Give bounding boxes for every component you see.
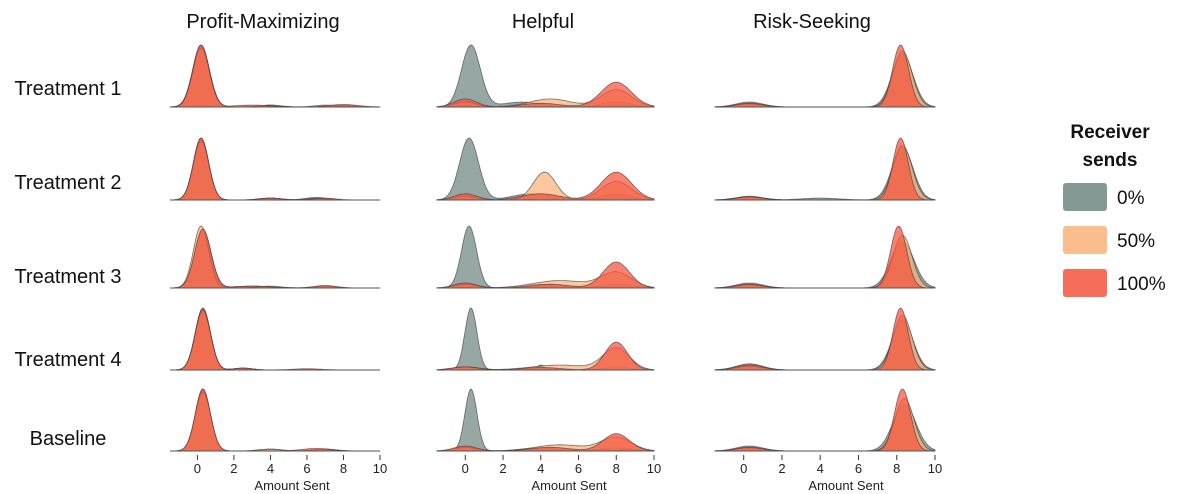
density-area-100pct <box>170 388 380 452</box>
x-tick-label: 4 <box>817 461 824 476</box>
legend-swatch-50pct <box>1063 226 1107 254</box>
density-area-100pct <box>436 433 655 452</box>
density-area-100pct <box>714 137 935 201</box>
density-area-100pct <box>436 261 655 289</box>
density-area-100pct <box>714 307 935 371</box>
panel-profit-maximizing-treatment-3 <box>170 225 380 289</box>
legend-swatch-100pct <box>1063 269 1107 297</box>
legend-entries: 0% 50% 100% <box>1063 183 1166 297</box>
x-tick-label: 10 <box>647 461 661 476</box>
row-label-baseline: Baseline <box>30 428 107 450</box>
x-axes: Amount Sent Amount Sent Amount Sent 0 2 4 6… <box>194 455 942 493</box>
panel-risk-seeking-treatment-4 <box>714 307 936 371</box>
x-axis-title-helpful: Amount Sent <box>531 478 607 493</box>
x-tick-label: 2 <box>499 461 506 476</box>
panel-helpful-baseline <box>436 388 655 452</box>
density-area-100pct <box>714 225 935 289</box>
row-labels: Treatment 1 Treatment 2 Treatment 3 Trea… <box>14 78 121 450</box>
x-tick-label: 6 <box>575 461 582 476</box>
panel-profit-maximizing-treatment-4 <box>170 307 380 371</box>
x-tick-label: 2 <box>230 461 237 476</box>
panel-risk-seeking-baseline <box>714 388 936 452</box>
density-area-100pct <box>436 341 655 371</box>
x-tick-label: 0 <box>740 461 747 476</box>
legend-swatch-0pct <box>1063 183 1107 211</box>
panel-profit-maximizing-treatment-1 <box>169 44 381 108</box>
x-tick-label: 4 <box>267 461 274 476</box>
x-tick-label: 0 <box>462 461 469 476</box>
x-axis-title-risk-seeking: Amount Sent <box>808 478 884 493</box>
density-area-100pct <box>714 388 935 452</box>
density-area-100pct <box>170 228 380 289</box>
density-area-100pct <box>436 171 655 201</box>
x-tick-label: 2 <box>778 461 785 476</box>
legend-title-line-1: Receiver <box>1070 122 1150 143</box>
density-area-100pct <box>170 137 380 201</box>
density-area-100pct <box>170 308 380 371</box>
legend-label-0pct: 0% <box>1117 188 1145 209</box>
panel-helpful-treatment-4 <box>436 307 655 371</box>
row-label-treatment-2: Treatment 2 <box>14 172 121 194</box>
x-tick-label: 8 <box>613 461 620 476</box>
x-axis-title-profit-maximizing: Amount Sent <box>254 478 330 493</box>
column-title-risk-seeking: Risk-Seeking <box>753 11 871 33</box>
panel-helpful-treatment-1 <box>436 44 655 108</box>
panel-risk-seeking-treatment-2 <box>714 137 936 201</box>
column-title-profit-maximizing: Profit-Maximizing <box>186 11 339 33</box>
row-label-treatment-4: Treatment 4 <box>14 349 121 371</box>
legend-label-50pct: 50% <box>1117 231 1155 252</box>
row-label-treatment-1: Treatment 1 <box>14 78 121 100</box>
row-label-treatment-3: Treatment 3 <box>14 266 121 288</box>
density-area-100pct <box>714 44 935 108</box>
legend-label-100pct: 100% <box>1117 274 1166 295</box>
panel-helpful-treatment-2 <box>436 137 655 201</box>
x-tick-label: 10 <box>373 461 387 476</box>
x-tick-label: 6 <box>855 461 862 476</box>
column-title-helpful: Helpful <box>512 11 574 33</box>
panel-profit-maximizing-baseline <box>170 388 380 452</box>
x-tick-label: 4 <box>537 461 544 476</box>
legend: Receiver sends 0% 50% 100% <box>1063 122 1166 297</box>
legend-title-line-2: sends <box>1083 150 1138 171</box>
x-tick-label: 6 <box>303 461 310 476</box>
panel-risk-seeking-treatment-1 <box>714 44 936 108</box>
density-panels <box>169 44 936 452</box>
x-tick-label: 8 <box>340 461 347 476</box>
panel-profit-maximizing-treatment-2 <box>170 137 380 201</box>
density-area-100pct <box>436 81 655 108</box>
density-area-100pct <box>169 44 381 108</box>
panel-helpful-treatment-3 <box>436 225 655 289</box>
x-tick-label: 10 <box>928 461 942 476</box>
panel-risk-seeking-treatment-3 <box>714 225 936 289</box>
column-titles: Profit-Maximizing Helpful Risk-Seeking <box>186 11 871 33</box>
x-tick-label: 8 <box>893 461 900 476</box>
x-tick-label: 0 <box>194 461 201 476</box>
